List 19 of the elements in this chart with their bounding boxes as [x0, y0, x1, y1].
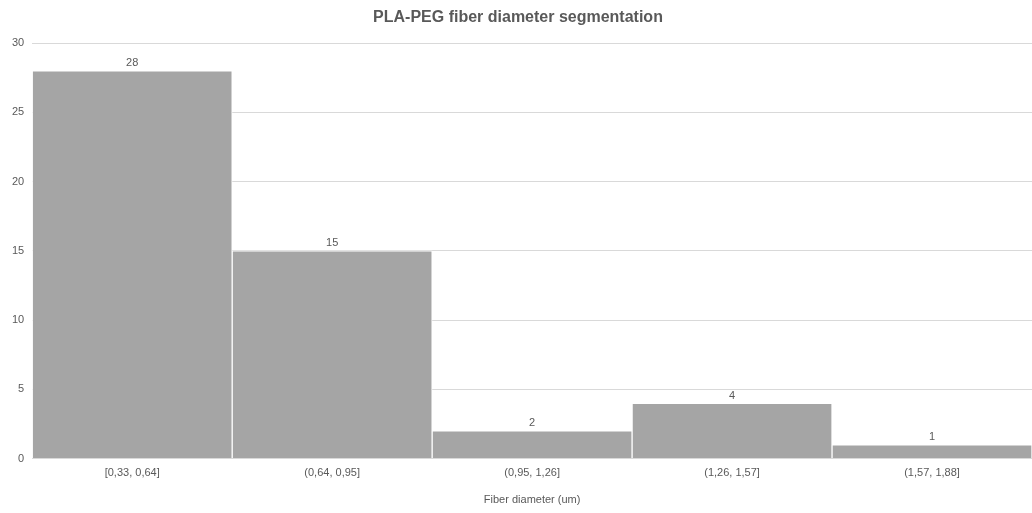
data-label: 28	[126, 56, 139, 69]
chart-title: PLA-PEG fiber diameter segmentation	[373, 8, 663, 26]
data-label: 1	[928, 430, 936, 443]
y-tick-label: 5	[18, 382, 25, 395]
y-tick-label: 10	[11, 313, 25, 326]
x-axis-title: Fiber diameter (um)	[483, 493, 581, 506]
y-tick-label: 20	[11, 174, 25, 187]
y-tick-label: 30	[11, 36, 25, 49]
x-tick-label: (0,64, 0,95]	[304, 466, 360, 479]
y-tick-label: 25	[11, 105, 25, 118]
data-label: 15	[326, 236, 339, 249]
x-tick-label: [0,33, 0,64]	[104, 466, 160, 479]
data-label: 4	[729, 388, 736, 401]
y-tick-label: 15	[11, 243, 25, 256]
y-tick-label: 0	[18, 451, 25, 464]
x-tick-label: (1,26, 1,57]	[704, 466, 760, 479]
x-tick-label: (1,57, 1,88]	[904, 466, 960, 479]
data-label: 2	[529, 416, 536, 429]
x-tick-label: (0,95, 1,26]	[504, 466, 560, 479]
